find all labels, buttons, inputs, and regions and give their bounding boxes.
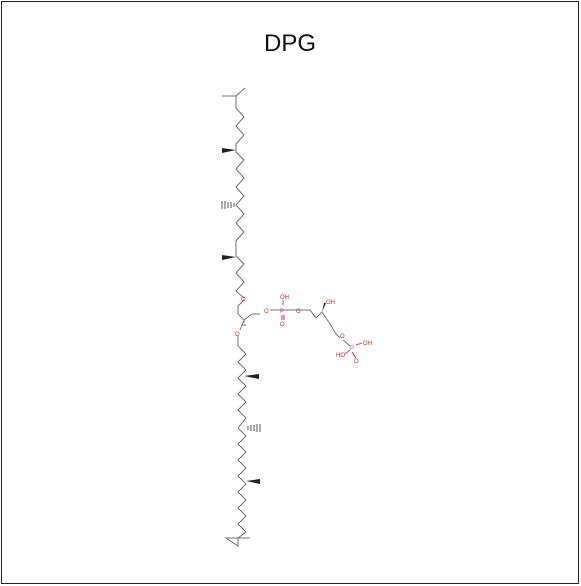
headgroup-linker xyxy=(270,309,341,339)
methyl-wedge-3 xyxy=(244,374,259,379)
atom-label-o-ether-upper: O xyxy=(241,297,246,303)
atom-label-oh-p1: OH xyxy=(280,295,289,301)
molecule-title: DPG xyxy=(263,30,316,57)
atom-label-oh-glycerol: OH xyxy=(326,300,335,306)
atom-label-o-ester-2: O xyxy=(296,309,301,315)
atom-label-p-1: P xyxy=(280,309,284,315)
methyl-hash-1 xyxy=(221,201,235,209)
atom-label-o-p2: O xyxy=(354,359,359,365)
atom-label-p-2: P xyxy=(350,346,354,352)
atom-label-o-ester-3: O xyxy=(340,334,345,340)
atom-label-o-p1: O xyxy=(280,322,285,328)
atom-label-oh-p2-a: OH xyxy=(363,341,372,347)
atom-label-o-ester-1: O xyxy=(264,309,269,315)
p2-oh-bond-a xyxy=(355,342,363,346)
p2-oh-bond-b xyxy=(344,349,351,355)
atom-label-oh-p2-b: HO xyxy=(336,353,345,359)
lower-alkyl-chain xyxy=(224,336,250,547)
p2-linker xyxy=(342,339,351,347)
methyl-hash-2 xyxy=(247,424,261,432)
stereo-hash-glycerol xyxy=(242,321,246,326)
upper-alkyl-chain xyxy=(222,87,246,299)
p2-double-bond-o xyxy=(351,351,357,359)
glycerol-oh-wedge xyxy=(322,303,326,312)
methyl-wedge-2 xyxy=(222,255,236,260)
methyl-wedge-1 xyxy=(222,148,236,153)
atom-label-o-ether-lower: O xyxy=(235,332,240,338)
methyl-wedge-4 xyxy=(246,479,260,484)
glycerol-backbone xyxy=(237,299,260,321)
